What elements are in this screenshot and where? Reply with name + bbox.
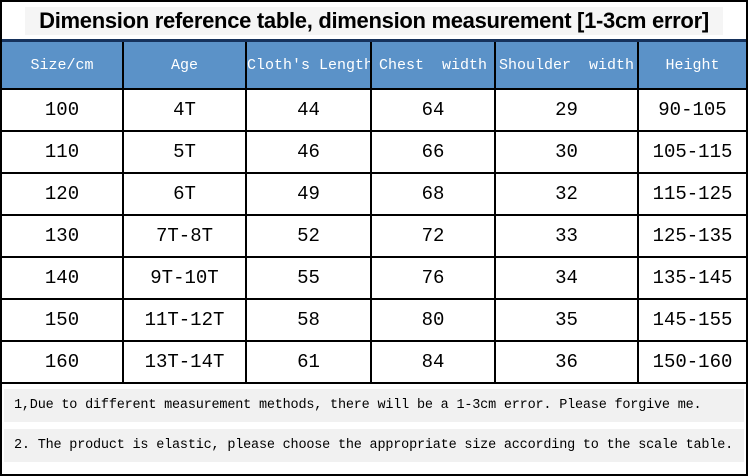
table-cell: 33 (494, 214, 639, 258)
size-table: Size/cm Age Cloth's Length Chest width Shoul… (2, 42, 746, 384)
table-cell: 160 (2, 340, 124, 384)
title-bar: Dimension reference table, dimension mea… (2, 2, 746, 42)
table-cell: 66 (370, 130, 496, 174)
table-cell: 90-105 (637, 88, 746, 132)
table-cell: 36 (494, 340, 639, 384)
table-cell: 6T (122, 172, 247, 216)
table-cell: 30 (494, 130, 639, 174)
table-cell: 35 (494, 298, 639, 342)
column-header: Height (637, 42, 746, 90)
table-cell: 72 (370, 214, 496, 258)
table-cell: 105-115 (637, 130, 746, 174)
table-cell: 7T-8T (122, 214, 247, 258)
table-cell: 55 (245, 256, 372, 300)
column-header: Size/cm (2, 42, 124, 90)
table-row: 110 5T 46 66 30 105-115 (2, 130, 746, 174)
table-cell: 150 (2, 298, 124, 342)
table-header-row: Size/cm Age Cloth's Length Chest width Shoul… (2, 42, 746, 90)
table-row: 160 13T-14T 61 84 36 150-160 (2, 340, 746, 384)
table-cell: 64 (370, 88, 496, 132)
note-elastic-sizing: 2. The product is elastic, please choose… (4, 429, 744, 462)
table-cell: 9T-10T (122, 256, 247, 300)
table-cell: 80 (370, 298, 496, 342)
table-cell: 34 (494, 256, 639, 300)
table-cell: 76 (370, 256, 496, 300)
table-cell: 52 (245, 214, 372, 258)
table-cell: 130 (2, 214, 124, 258)
table-cell: 29 (494, 88, 639, 132)
table-cell: 125-135 (637, 214, 746, 258)
table-cell: 61 (245, 340, 372, 384)
table-row: 100 4T 44 64 29 90-105 (2, 88, 746, 132)
table-cell: 4T (122, 88, 247, 132)
table-row: 150 11T-12T 58 80 35 145-155 (2, 298, 746, 342)
column-header: Age (122, 42, 247, 90)
table-cell: 110 (2, 130, 124, 174)
table-cell: 135-145 (637, 256, 746, 300)
page-title: Dimension reference table, dimension mea… (25, 6, 723, 35)
note-measurement-error: 1,Due to different measurement methods, … (4, 389, 744, 422)
table-row: 120 6T 49 68 32 115-125 (2, 172, 746, 216)
table-cell: 13T-14T (122, 340, 247, 384)
table-cell: 46 (245, 130, 372, 174)
table-cell: 100 (2, 88, 124, 132)
table-cell: 68 (370, 172, 496, 216)
table-cell: 115-125 (637, 172, 746, 216)
table-cell: 32 (494, 172, 639, 216)
notes-section: 1,Due to different measurement methods, … (2, 384, 746, 474)
table-cell: 49 (245, 172, 372, 216)
table-row: 140 9T-10T 55 76 34 135-145 (2, 256, 746, 300)
column-header: Cloth's Length (245, 42, 372, 90)
table-cell: 84 (370, 340, 496, 384)
table-row: 130 7T-8T 52 72 33 125-135 (2, 214, 746, 258)
table-cell: 5T (122, 130, 247, 174)
table-cell: 140 (2, 256, 124, 300)
table-cell: 44 (245, 88, 372, 132)
table-cell: 11T-12T (122, 298, 247, 342)
table-cell: 120 (2, 172, 124, 216)
column-header: Chest width (370, 42, 496, 90)
table-cell: 58 (245, 298, 372, 342)
table-cell: 145-155 (637, 298, 746, 342)
table-cell: 150-160 (637, 340, 746, 384)
column-header: Shoulder width (494, 42, 639, 90)
